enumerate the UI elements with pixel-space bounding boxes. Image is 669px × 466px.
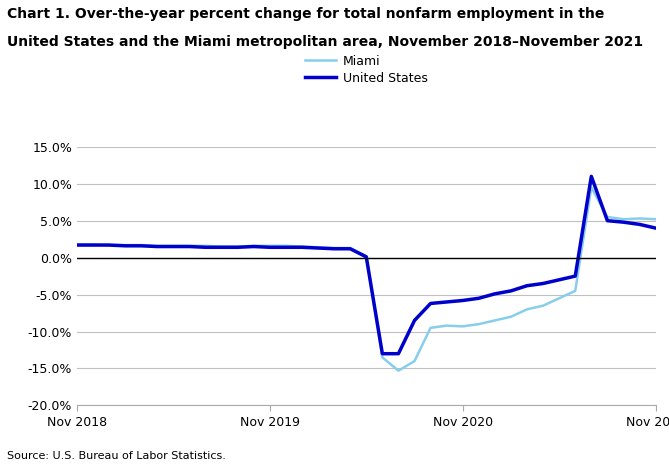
Text: United States and the Miami metropolitan area, November 2018–November 2021: United States and the Miami metropolitan… — [7, 35, 643, 49]
Text: Source: U.S. Bureau of Labor Statistics.: Source: U.S. Bureau of Labor Statistics. — [7, 452, 225, 461]
Text: Chart 1. Over-the-year percent change for total nonfarm employment in the: Chart 1. Over-the-year percent change fo… — [7, 7, 604, 21]
Legend: Miami, United States: Miami, United States — [305, 55, 427, 84]
